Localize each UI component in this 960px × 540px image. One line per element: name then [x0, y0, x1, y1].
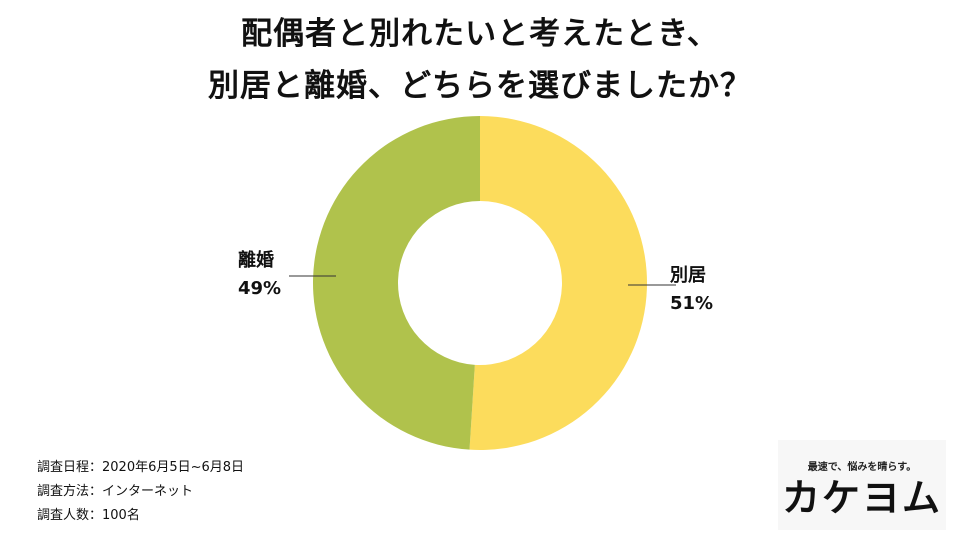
chart-title-line-1: 配偶者と別れたいと考えたとき、 [241, 16, 719, 52]
survey-method: 調査方法：インターネット [37, 484, 194, 499]
chart-title: 配偶者と別れたいと考えたとき、 別居と離婚、どちらを選びましたか？ [0, 8, 960, 112]
donut-slice-rikon [312, 116, 480, 450]
slice-name-betsukyo: 別居 [670, 265, 706, 286]
survey-info: 調査日程：2020年6月5日~6月8日 調査方法：インターネット 調査人数：10… [37, 456, 244, 528]
chart-title-line-2: 別居と離婚、どちらを選びましたか？ [208, 68, 752, 104]
brand-logo: 最速で、悩みを晴らす。 カケヨム [778, 440, 946, 530]
survey-count: 調査人数：100名 [37, 508, 140, 523]
slice-value-rikon: 49% [238, 278, 282, 299]
survey-period: 調査日程：2020年6月5日~6月8日 [37, 460, 245, 475]
slice-value-betsukyo: 51% [670, 293, 714, 314]
brand-logo-text: カケヨム [781, 476, 942, 520]
donut-slice-betsukyo [469, 116, 647, 451]
brand-tagline: 最速で、悩みを晴らす。 [807, 462, 917, 473]
slice-name-rikon: 離婚 [238, 250, 274, 271]
slice-label-betsukyo: 別居 51% [670, 262, 713, 318]
slice-label-rikon: 離婚 49% [238, 247, 281, 303]
